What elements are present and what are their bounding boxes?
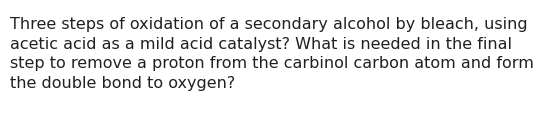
- Text: Three steps of oxidation of a secondary alcohol by bleach, using
acetic acid as : Three steps of oxidation of a secondary …: [10, 17, 534, 91]
